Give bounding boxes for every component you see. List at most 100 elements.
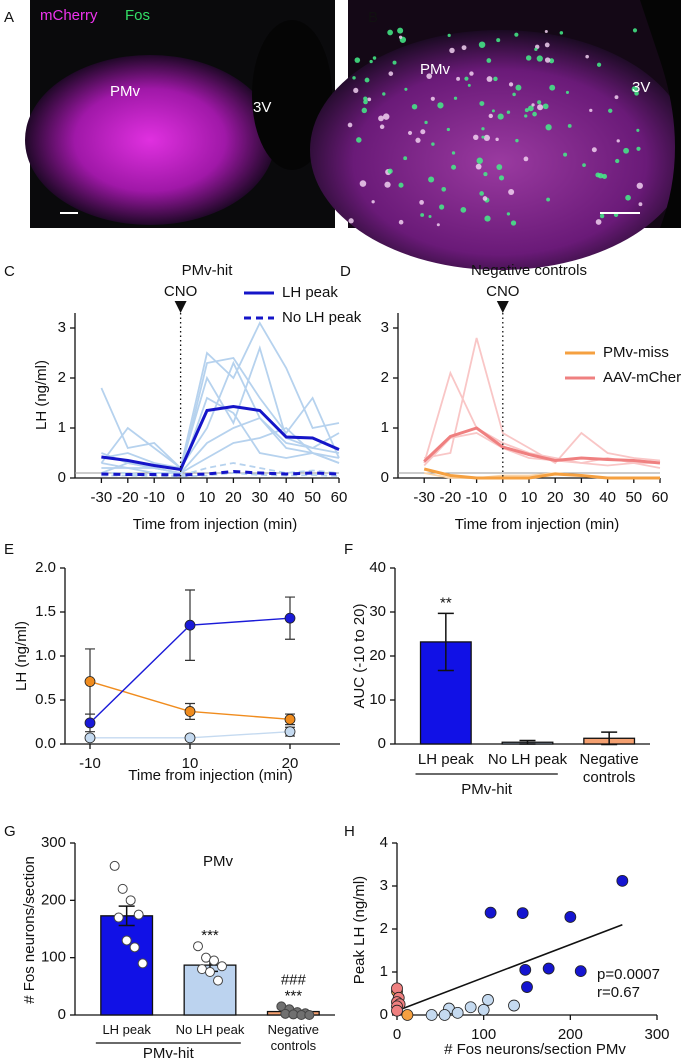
x-tick-label: 10: [521, 489, 538, 506]
cell: [484, 215, 491, 222]
cell: [382, 92, 386, 96]
legend-label: No LH peak: [282, 309, 362, 326]
cell: [451, 164, 457, 170]
cell: [428, 176, 435, 183]
x-tick-label: 0: [176, 489, 184, 506]
cell: [524, 108, 529, 113]
cell: [524, 114, 528, 118]
cell: [481, 127, 485, 131]
y-tick-label: 1: [380, 963, 388, 980]
point: [484, 906, 497, 919]
cell: [567, 124, 572, 128]
cell: [542, 103, 549, 110]
y-tick-label: 200: [41, 891, 66, 908]
group-label: PMv-hit: [143, 1045, 195, 1062]
cell: [451, 151, 456, 155]
cell: [419, 200, 424, 205]
cell: [464, 76, 469, 81]
x-tick-label: LH peak: [102, 1022, 151, 1037]
cell: [437, 102, 444, 109]
significance: ***: [285, 987, 303, 1004]
cell: [378, 115, 384, 122]
cell: [354, 57, 361, 63]
cell: [411, 104, 418, 110]
cell: [441, 186, 447, 192]
cell: [369, 59, 373, 64]
y-tick-label: 0.5: [35, 691, 56, 708]
ventricle-shape: [640, 0, 681, 228]
cell: [361, 107, 368, 114]
cell: [387, 168, 393, 174]
y-tick-label: 20: [369, 647, 386, 664]
x-tick-label: 30: [573, 489, 590, 506]
mean-line: [101, 404, 340, 472]
panel-letter: D: [340, 263, 351, 280]
y-tick-label: 0: [381, 469, 389, 486]
point: [482, 994, 494, 1006]
panel-letter: C: [4, 263, 15, 280]
image-a: mCherry Fos PMv 3V A: [4, 0, 335, 228]
significance: **: [440, 594, 452, 611]
point: [284, 612, 296, 624]
annotation: CNO: [164, 283, 197, 300]
cell: [426, 73, 433, 79]
cell: [398, 219, 404, 225]
cell: [488, 113, 493, 119]
cell: [512, 92, 516, 97]
cell: [431, 142, 435, 146]
cell: [506, 212, 511, 216]
trace-line: [101, 426, 340, 474]
cell: [449, 47, 455, 54]
cell: [467, 83, 471, 87]
cell: [614, 95, 619, 100]
trace-line: [424, 337, 661, 465]
cell: [460, 207, 467, 213]
cell: [461, 45, 467, 51]
cell: [456, 76, 461, 81]
y-axis-label: AUC (-10 to 20): [351, 603, 368, 708]
cell: [404, 87, 408, 91]
region-label: 3V: [253, 99, 271, 116]
cell: [591, 147, 597, 153]
cell: [595, 219, 602, 225]
region-label: PMv: [420, 61, 451, 78]
point: [542, 962, 555, 975]
cell: [515, 138, 519, 143]
x-tick-label: 300: [644, 1026, 669, 1043]
cell: [636, 146, 641, 151]
x-axis-label: Time from injection (min): [128, 767, 292, 784]
cell: [446, 127, 450, 132]
point: [521, 981, 533, 993]
cell: [493, 76, 498, 82]
cell: [387, 29, 393, 36]
cell: [420, 129, 426, 135]
injection-marker: [174, 301, 187, 313]
cell: [479, 191, 484, 196]
panel-letter: F: [344, 541, 353, 558]
point: [84, 732, 96, 744]
point: [477, 1003, 490, 1016]
cell: [616, 139, 620, 143]
region-label: PMv: [110, 83, 141, 100]
legend-label: PMv-miss: [603, 344, 669, 361]
chart-title: PMv: [203, 853, 234, 870]
point: [193, 941, 203, 952]
cell: [636, 182, 643, 189]
point: [209, 955, 219, 966]
chart-title: Negative controls: [471, 262, 587, 279]
y-tick-label: 3: [380, 877, 388, 894]
x-tick-label: LH peak: [417, 751, 474, 768]
point: [401, 1009, 414, 1021]
y-tick-label: 300: [41, 834, 66, 851]
panel-letter: B: [368, 9, 378, 26]
point: [113, 912, 124, 923]
cell: [638, 202, 643, 207]
cell: [398, 35, 403, 39]
cell: [486, 76, 493, 82]
point: [391, 1004, 403, 1017]
cell: [565, 90, 570, 94]
cell: [497, 113, 504, 120]
cell: [510, 220, 517, 226]
cell: [491, 109, 495, 113]
